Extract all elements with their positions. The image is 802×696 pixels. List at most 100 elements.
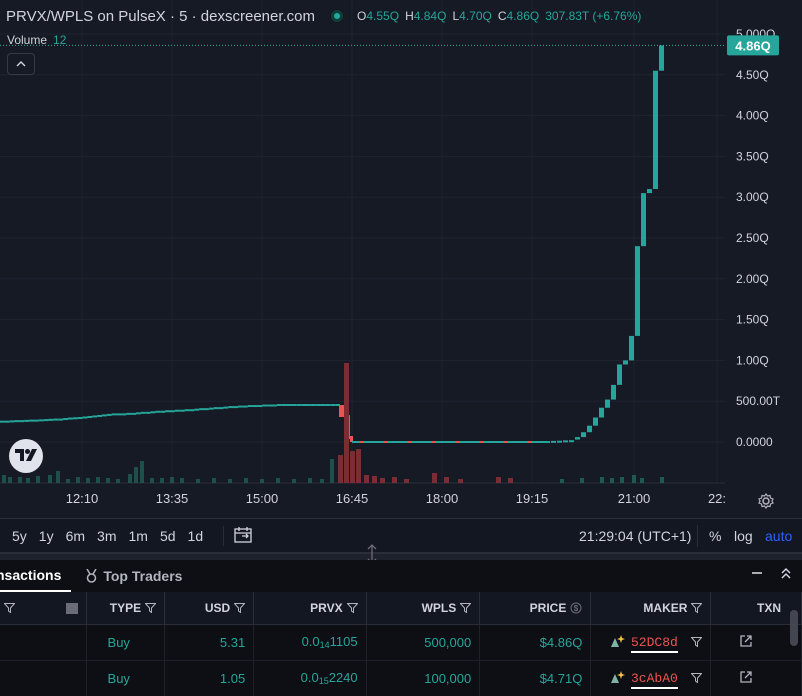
expand-icon[interactable] <box>780 566 792 582</box>
candle <box>623 360 628 365</box>
date-column-header[interactable] <box>0 592 88 625</box>
usd-cell: 1.05 <box>164 660 255 696</box>
txn-cell[interactable] <box>710 660 802 696</box>
price-chart[interactable]: 5.000Q4.50Q4.00Q3.50Q3.00Q2.50Q2.00Q1.50… <box>0 0 802 518</box>
candle <box>272 404 277 407</box>
y-tick-label: 3.50Q <box>736 149 769 163</box>
y-tick-label: 2.50Q <box>736 231 769 245</box>
wpls-cell: 100,000 <box>366 660 481 696</box>
volume-bar <box>106 478 110 483</box>
wpls-cell: 500,000 <box>366 624 481 661</box>
date-range-icon[interactable] <box>223 525 252 546</box>
type-column-header[interactable]: TYPE <box>86 592 166 625</box>
y-tick-label: 4.00Q <box>736 109 769 123</box>
timeframe-1d[interactable]: 1d <box>187 527 204 544</box>
maker-cell[interactable]: 52DC8d <box>590 624 712 661</box>
candle <box>368 441 372 443</box>
candle <box>380 441 384 443</box>
minimize-icon[interactable] <box>751 566 763 584</box>
timeframe-5d[interactable]: 5d <box>159 527 176 544</box>
timeframe-3m[interactable]: 3m <box>97 527 117 544</box>
maker-column-header[interactable]: MAKER <box>590 592 712 625</box>
candle <box>306 404 311 406</box>
maker-address[interactable]: 52DC8d <box>630 635 678 653</box>
candle <box>106 413 112 416</box>
transactions-table: TYPE USD PRVX WPLS PRICE $ MAKER TXN Buy … <box>0 592 802 696</box>
usd-column-header[interactable]: USD <box>164 592 255 625</box>
tab-transactions[interactable]: nsactions <box>0 560 72 592</box>
table-row[interactable]: Buy 5.31 0.0141105 500,000 $4.86Q 52DC8d <box>0 624 802 661</box>
candle <box>63 418 68 421</box>
candle <box>82 416 88 419</box>
candle <box>179 409 185 412</box>
maker-cell[interactable]: 3cAbA0 <box>590 660 712 696</box>
timeframe-5y[interactable]: 5y <box>12 527 27 544</box>
candle <box>404 441 408 443</box>
prvx-column-header[interactable]: PRVX <box>253 592 367 625</box>
collapse-legend-button[interactable] <box>7 53 35 75</box>
candle <box>208 407 214 410</box>
candle <box>301 404 306 406</box>
panel-resize-bar[interactable] <box>0 552 802 560</box>
volume-bar <box>432 473 437 483</box>
table-row[interactable]: Buy 1.05 0.0152240 100,000 $4.71Q 3cAbA0 <box>0 660 802 696</box>
candle <box>388 441 392 443</box>
volume-bar <box>600 477 604 483</box>
candle <box>218 407 224 410</box>
candle <box>432 441 436 443</box>
candle <box>38 419 44 422</box>
volume-bar <box>116 479 120 483</box>
candle <box>9 420 15 423</box>
price-column-header[interactable]: PRICE $ <box>479 592 592 625</box>
timeframe-1m[interactable]: 1m <box>128 527 148 544</box>
wpls-column-header[interactable]: WPLS <box>366 592 481 625</box>
volume-bar <box>508 478 513 483</box>
candle <box>116 413 122 416</box>
txn-cell[interactable] <box>710 624 802 661</box>
gear-icon[interactable] <box>756 491 776 511</box>
x-tick-label: 18:00 <box>426 491 459 506</box>
candle <box>396 441 400 443</box>
candle <box>416 441 420 443</box>
candle <box>356 441 360 443</box>
tab-top-traders[interactable]: Top Traders <box>85 568 182 584</box>
candle <box>360 441 364 443</box>
log-scale-toggle[interactable]: log <box>734 528 753 544</box>
candle <box>291 404 297 406</box>
candle <box>24 419 30 422</box>
auto-scale-toggle[interactable]: auto <box>765 528 793 544</box>
tradingview-logo-icon[interactable] <box>9 439 43 473</box>
timeframe-1y[interactable]: 1y <box>38 527 54 544</box>
candle <box>569 440 574 443</box>
volume-bar <box>134 467 138 483</box>
chart-panel[interactable]: 5.000Q 4.50Q 4.00Q 3.50Q 3.00Q 2.50Q 2.00Q 1.50… <box>0 0 802 518</box>
price-cell: $4.86Q <box>479 624 592 661</box>
volume-bar <box>196 479 200 483</box>
type-cell: Buy <box>86 624 166 661</box>
volume-bar <box>260 479 264 483</box>
candle <box>4 420 10 423</box>
timeframe-6m[interactable]: 6m <box>65 527 86 544</box>
candle <box>43 419 49 422</box>
candle <box>372 441 376 443</box>
date-cell <box>0 660 88 696</box>
maker-address[interactable]: 3cAbA0 <box>630 671 678 689</box>
volume-bar <box>444 477 449 483</box>
filter-icon <box>145 602 157 613</box>
volume-bar <box>86 478 90 483</box>
candle <box>484 441 488 443</box>
volume-bar <box>76 477 80 483</box>
candle <box>14 420 20 423</box>
volume-bar <box>640 478 644 483</box>
percent-scale-toggle[interactable]: % <box>709 528 722 544</box>
candle <box>376 441 380 443</box>
candle <box>267 404 272 407</box>
candle <box>325 404 331 406</box>
volume-bar <box>580 478 584 483</box>
txn-column-header: TXN <box>710 592 802 625</box>
candle <box>520 441 524 443</box>
candle <box>408 441 412 443</box>
table-scrollbar[interactable] <box>790 610 798 646</box>
volume-bar <box>48 475 52 483</box>
candle <box>140 411 146 414</box>
